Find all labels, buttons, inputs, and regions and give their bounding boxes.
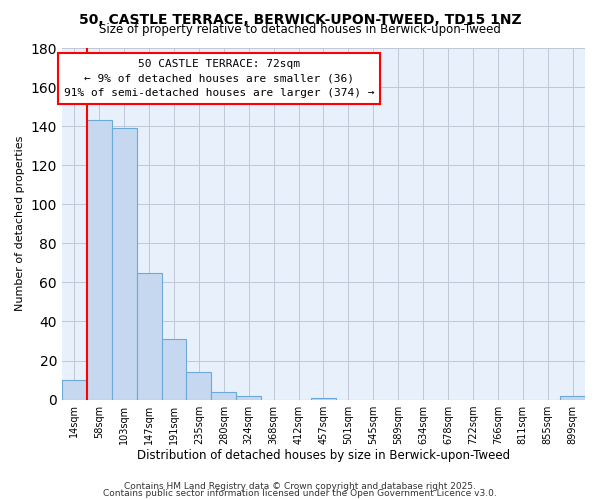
Text: 50, CASTLE TERRACE, BERWICK-UPON-TWEED, TD15 1NZ: 50, CASTLE TERRACE, BERWICK-UPON-TWEED, … (79, 12, 521, 26)
Bar (311, 398, 336, 400)
Text: Contains HM Land Registry data © Crown copyright and database right 2025.: Contains HM Land Registry data © Crown c… (124, 482, 476, 491)
Y-axis label: Number of detached properties: Number of detached properties (15, 136, 25, 312)
Bar (137, 272, 161, 400)
Bar (187, 372, 211, 400)
Bar (62, 380, 87, 400)
Bar (87, 120, 112, 400)
Bar (560, 396, 585, 400)
Text: Contains public sector information licensed under the Open Government Licence v3: Contains public sector information licen… (103, 490, 497, 498)
Text: 50 CASTLE TERRACE: 72sqm
← 9% of detached houses are smaller (36)
91% of semi-de: 50 CASTLE TERRACE: 72sqm ← 9% of detache… (64, 58, 374, 98)
Bar (112, 128, 137, 400)
Bar (211, 392, 236, 400)
Text: Size of property relative to detached houses in Berwick-upon-Tweed: Size of property relative to detached ho… (99, 24, 501, 36)
Bar (161, 339, 187, 400)
Bar (236, 396, 261, 400)
X-axis label: Distribution of detached houses by size in Berwick-upon-Tweed: Distribution of detached houses by size … (137, 450, 510, 462)
